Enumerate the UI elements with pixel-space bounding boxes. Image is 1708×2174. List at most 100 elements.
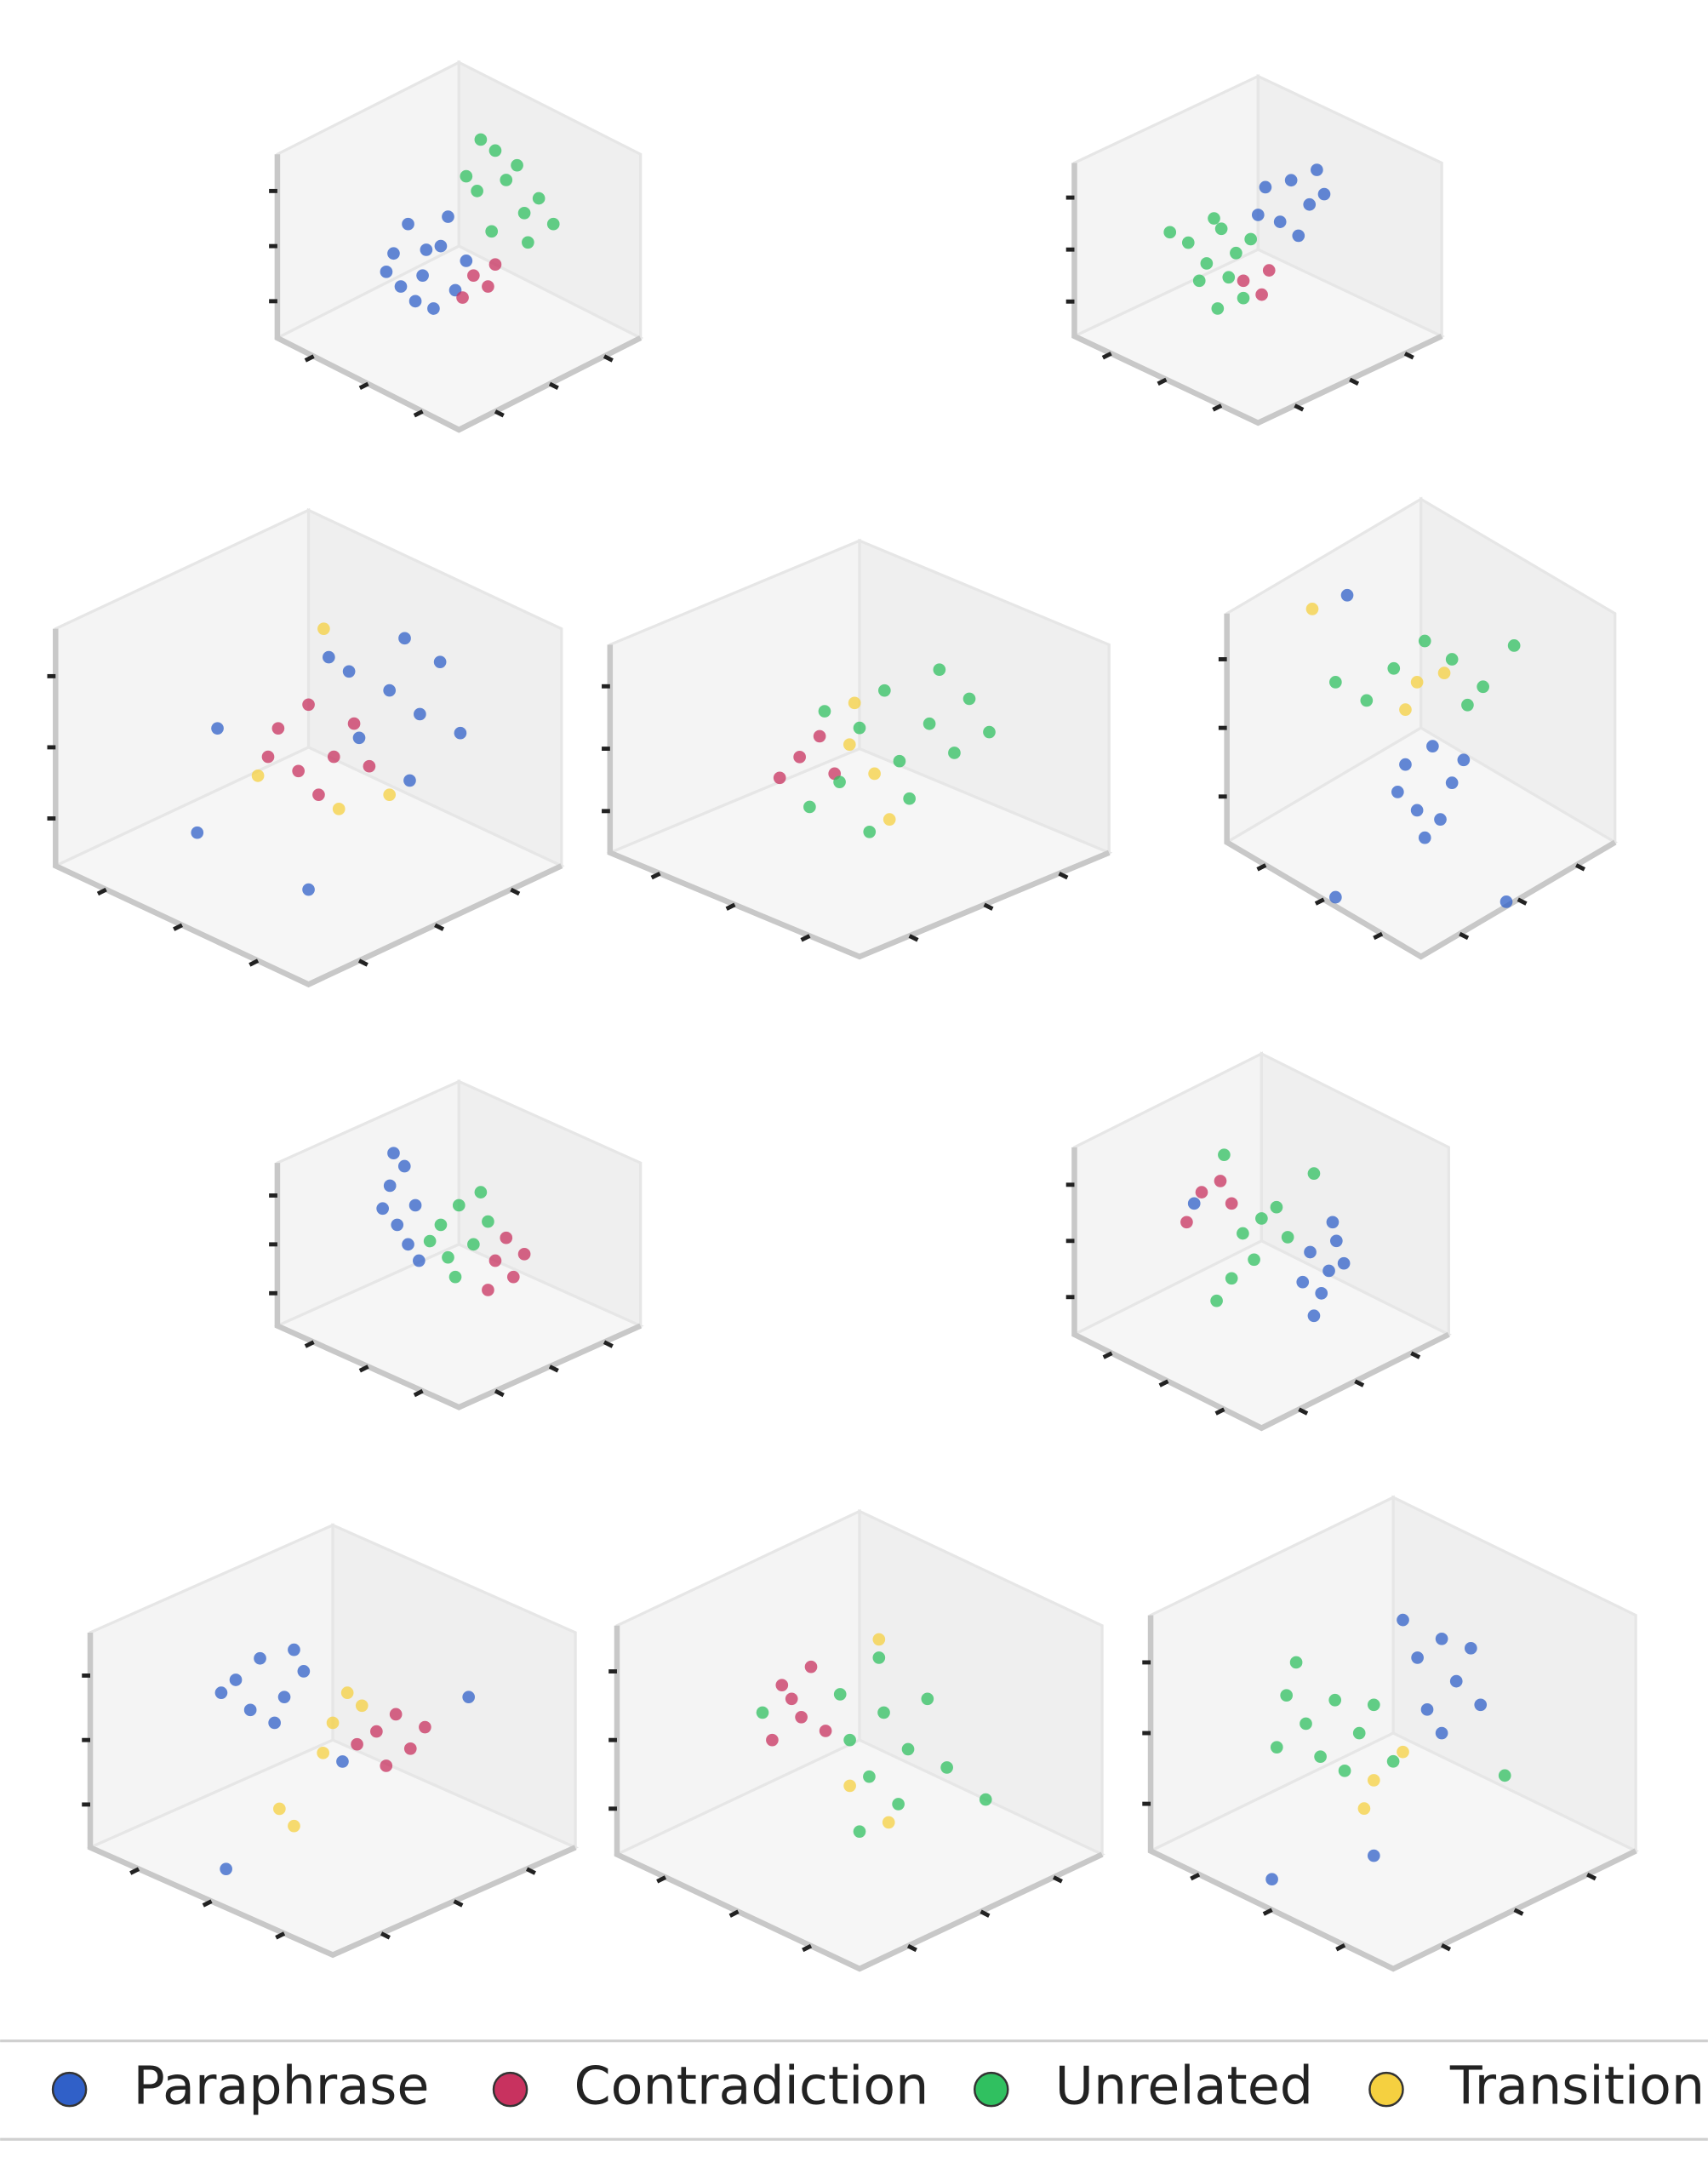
point (843, 1779, 856, 1793)
point (1435, 1632, 1448, 1645)
tick (1214, 1407, 1225, 1416)
tick (1517, 897, 1528, 906)
point (383, 788, 397, 801)
point (1280, 1689, 1294, 1702)
point (1237, 1227, 1249, 1240)
tick (1513, 1908, 1524, 1916)
point (1303, 197, 1317, 211)
point (1314, 1750, 1327, 1764)
point (1337, 1256, 1351, 1270)
tick (1256, 863, 1267, 872)
point (474, 133, 488, 146)
point (1192, 274, 1206, 288)
point (387, 247, 400, 260)
point (471, 185, 483, 197)
point (370, 1725, 383, 1738)
point (1399, 758, 1412, 771)
tick (494, 1388, 505, 1398)
point (1244, 232, 1257, 246)
tick (908, 934, 919, 942)
tick (983, 902, 994, 911)
tick (1373, 931, 1384, 941)
point (380, 266, 393, 278)
tick (1212, 403, 1223, 412)
point (488, 1254, 502, 1267)
point (1273, 215, 1287, 228)
point (983, 725, 996, 739)
point (1222, 271, 1236, 284)
point (332, 803, 346, 815)
point (877, 1706, 890, 1719)
point (1315, 1287, 1328, 1300)
point (419, 1720, 431, 1734)
point (1328, 1693, 1342, 1707)
point (1330, 1234, 1343, 1248)
point (474, 1186, 488, 1199)
tick (1298, 1407, 1309, 1416)
point (1445, 776, 1459, 789)
point (1367, 1774, 1380, 1787)
point (1434, 813, 1447, 826)
point (383, 684, 397, 697)
point (1410, 804, 1424, 817)
point (1265, 1873, 1278, 1886)
legend-label: Paraphrase (134, 2056, 430, 2117)
point (833, 1688, 847, 1701)
point (389, 1708, 403, 1721)
point (1322, 1264, 1335, 1278)
point (277, 1691, 291, 1704)
point (923, 717, 936, 730)
point (1437, 667, 1451, 679)
point (1255, 288, 1268, 301)
point (251, 769, 265, 782)
tick (304, 354, 315, 363)
point (402, 217, 414, 231)
point (892, 1798, 905, 1811)
point (532, 192, 546, 205)
point (1307, 1309, 1321, 1323)
point (482, 1215, 494, 1228)
point (347, 717, 361, 730)
point (1367, 1849, 1380, 1862)
point (511, 158, 523, 172)
tick (526, 1867, 536, 1875)
point (376, 1202, 389, 1216)
point (878, 684, 891, 697)
point (352, 731, 366, 745)
panel (602, 538, 1113, 960)
point (500, 174, 513, 186)
point (273, 1802, 286, 1816)
point (214, 1686, 228, 1699)
point (1225, 1197, 1238, 1210)
panel (269, 1078, 644, 1410)
point (1230, 246, 1242, 260)
tick (603, 1340, 614, 1348)
point (1284, 174, 1298, 187)
point (462, 1691, 476, 1704)
point (1248, 1253, 1260, 1267)
point (1311, 163, 1323, 176)
point (843, 738, 856, 752)
point (795, 1710, 808, 1724)
point (1237, 291, 1250, 305)
point (1180, 1216, 1193, 1229)
tick (1157, 377, 1168, 386)
tick (453, 1899, 464, 1908)
point (1387, 661, 1401, 675)
tick (173, 923, 184, 931)
point (1397, 1613, 1409, 1627)
point (326, 1716, 340, 1730)
point (1208, 212, 1220, 225)
tick (1314, 897, 1325, 906)
point (1259, 180, 1272, 194)
point (1445, 653, 1459, 666)
point (442, 210, 454, 223)
point (317, 1746, 329, 1759)
point (288, 1643, 300, 1656)
legend-marker (973, 2071, 1009, 2108)
point (336, 1755, 349, 1768)
point (803, 800, 816, 814)
point (442, 1250, 454, 1264)
tick (728, 1909, 740, 1918)
point (312, 788, 325, 801)
